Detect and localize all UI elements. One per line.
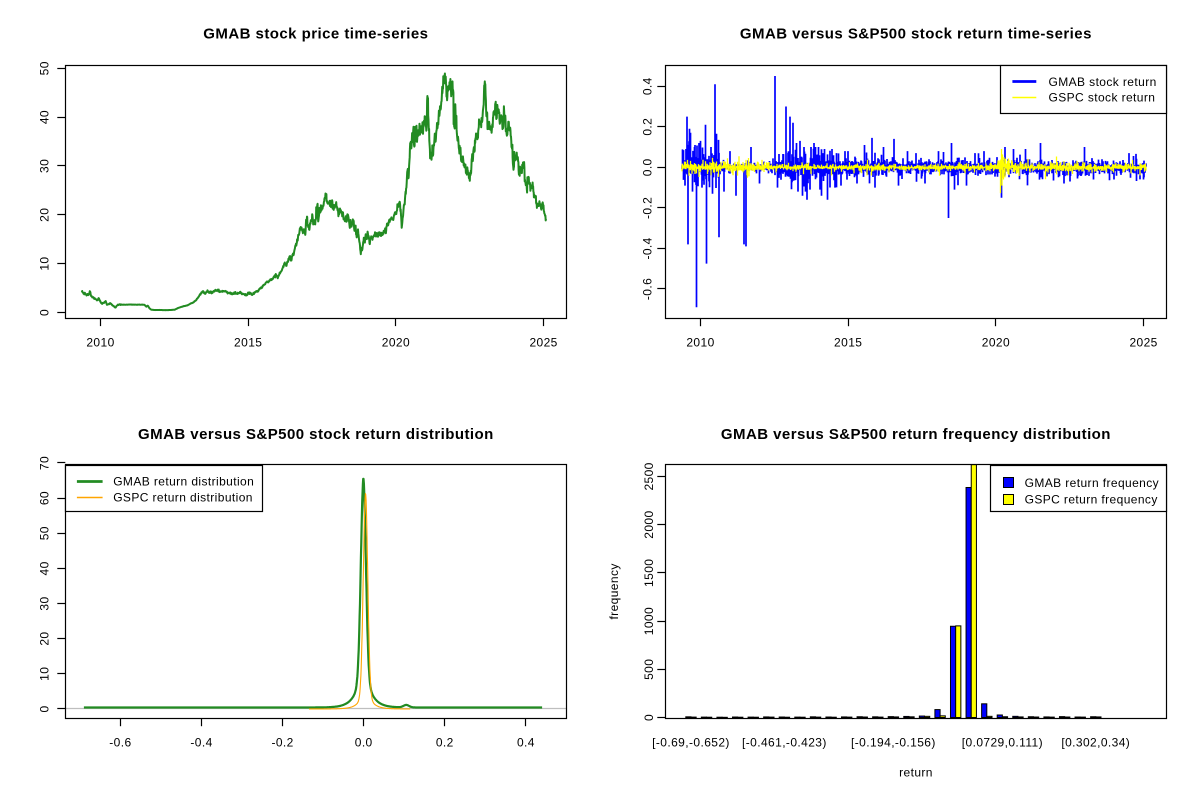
svg-text:2500: 2500 (642, 462, 656, 490)
svg-text:10: 10 (38, 257, 52, 271)
svg-text:GSPC return distribution: GSPC return distribution (113, 491, 253, 505)
svg-text:0.4: 0.4 (641, 77, 655, 95)
svg-text:2015: 2015 (834, 335, 862, 349)
svg-text:frequency: frequency (607, 563, 621, 619)
svg-text:GMAB versus S&P500 stock retur: GMAB versus S&P500 stock return time-ser… (740, 25, 1092, 42)
svg-text:50: 50 (38, 61, 52, 75)
svg-text:2015: 2015 (234, 335, 262, 349)
svg-text:0: 0 (38, 705, 52, 712)
svg-text:1500: 1500 (642, 559, 656, 587)
svg-text:20: 20 (38, 208, 52, 222)
svg-text:40: 40 (38, 561, 52, 575)
svg-text:-0.2: -0.2 (641, 197, 655, 219)
svg-text:60: 60 (38, 491, 52, 505)
svg-text:[0.0729,0.111): [0.0729,0.111) (962, 735, 1043, 749)
svg-text:0: 0 (38, 309, 52, 316)
svg-text:GMAB return distribution: GMAB return distribution (113, 475, 254, 489)
svg-text:0.4: 0.4 (517, 735, 535, 749)
svg-text:0.0: 0.0 (641, 158, 655, 176)
svg-text:GMAB versus S&P500 return freq: GMAB versus S&P500 return frequency dist… (721, 426, 1111, 443)
svg-text:0: 0 (642, 714, 656, 721)
svg-text:1000: 1000 (642, 607, 656, 635)
svg-text:[-0.69,-0.652): [-0.69,-0.652) (652, 735, 730, 749)
svg-text:2010: 2010 (86, 335, 114, 349)
svg-text:-0.2: -0.2 (271, 735, 293, 749)
svg-text:[-0.194,-0.156): [-0.194,-0.156) (851, 735, 936, 749)
svg-text:50: 50 (38, 526, 52, 540)
svg-text:-0.6: -0.6 (109, 735, 131, 749)
svg-text:30: 30 (38, 596, 52, 610)
svg-text:20: 20 (38, 632, 52, 646)
svg-text:2020: 2020 (982, 335, 1010, 349)
svg-text:30: 30 (38, 159, 52, 173)
svg-text:-0.4: -0.4 (190, 735, 212, 749)
svg-text:2020: 2020 (382, 335, 410, 349)
svg-text:2000: 2000 (642, 510, 656, 538)
svg-text:GMAB versus S&P500 stock retur: GMAB versus S&P500 stock return distribu… (138, 426, 494, 443)
svg-text:GMAB stock return: GMAB stock return (1049, 75, 1157, 89)
svg-text:2010: 2010 (686, 335, 714, 349)
svg-text:0.2: 0.2 (436, 735, 454, 749)
svg-text:-0.6: -0.6 (641, 278, 655, 300)
svg-text:[0.302,0.34): [0.302,0.34) (1061, 735, 1130, 749)
svg-text:GMAB return frequency: GMAB return frequency (1025, 476, 1159, 490)
svg-text:GSPC stock return: GSPC stock return (1049, 91, 1156, 105)
svg-text:40: 40 (38, 110, 52, 124)
svg-text:2025: 2025 (529, 335, 557, 349)
svg-text:500: 500 (642, 659, 656, 680)
svg-text:10: 10 (38, 667, 52, 681)
svg-text:GSPC return frequency: GSPC return frequency (1025, 492, 1158, 506)
svg-text:0.2: 0.2 (641, 118, 655, 136)
svg-text:0.0: 0.0 (355, 735, 373, 749)
svg-text:GMAB stock price time-series: GMAB stock price time-series (203, 25, 428, 42)
svg-text:-0.4: -0.4 (641, 237, 655, 259)
svg-text:[-0.461,-0.423): [-0.461,-0.423) (742, 735, 827, 749)
svg-text:return: return (899, 766, 933, 780)
svg-text:70: 70 (38, 456, 52, 470)
svg-text:2025: 2025 (1129, 335, 1157, 349)
